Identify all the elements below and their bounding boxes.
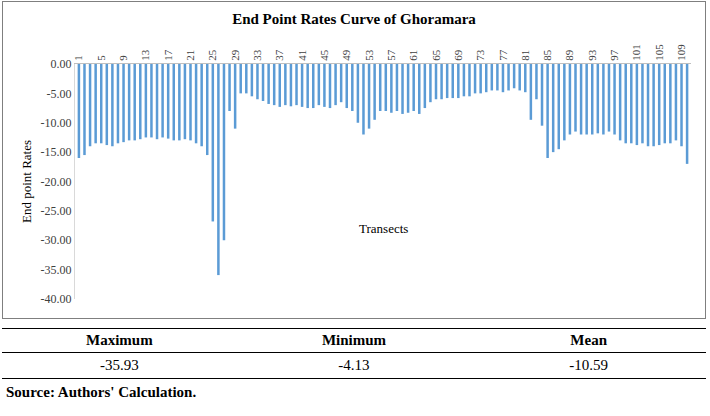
svg-text:End point Rates: End point Rates: [19, 140, 34, 223]
svg-text:End Point Rates Curve of Ghora: End Point Rates Curve of Ghoramara: [232, 11, 476, 27]
svg-text:97: 97: [608, 49, 620, 61]
html-text:Mean: Mean: [570, 332, 607, 348]
svg-text:105: 105: [653, 44, 665, 61]
html-text:Minimum: Minimum: [321, 332, 387, 348]
svg-text:-5.00: -5.00: [47, 87, 72, 101]
svg-text:-35.00: -35.00: [41, 263, 72, 277]
svg-text:-40.00: -40.00: [41, 292, 72, 306]
svg-text:9: 9: [117, 55, 129, 61]
svg-text:101: 101: [630, 44, 642, 61]
svg-text:-30.00: -30.00: [41, 233, 72, 247]
svg-text:81: 81: [519, 50, 531, 61]
svg-text:53: 53: [363, 49, 375, 61]
svg-text:93: 93: [586, 49, 598, 61]
svg-text:89: 89: [563, 49, 575, 61]
svg-text:-15.00: -15.00: [41, 145, 72, 159]
svg-text:25: 25: [206, 49, 218, 61]
svg-text:37: 37: [273, 49, 285, 61]
html-text:-10.59: -10.59: [569, 357, 608, 373]
svg-text:49: 49: [340, 49, 352, 61]
svg-text:69: 69: [452, 49, 464, 61]
svg-text:85: 85: [541, 49, 553, 61]
html-text:-35.93: -35.93: [100, 357, 139, 373]
svg-text:29: 29: [229, 49, 241, 61]
html-text:Source: Authors' Calculation.: Source: Authors' Calculation.: [6, 384, 197, 400]
svg-text:77: 77: [497, 49, 509, 61]
svg-text:33: 33: [251, 49, 263, 61]
svg-text:13: 13: [139, 49, 151, 61]
svg-text:-10.00: -10.00: [41, 116, 72, 130]
html-text:Maximum: Maximum: [86, 332, 153, 348]
svg-text:45: 45: [318, 49, 330, 61]
svg-text:21: 21: [184, 50, 196, 61]
svg-text:-20.00: -20.00: [41, 175, 72, 189]
svg-text:1: 1: [72, 55, 84, 61]
svg-text:17: 17: [162, 49, 174, 61]
svg-text:41: 41: [296, 50, 308, 61]
svg-text:Transects: Transects: [359, 221, 408, 236]
svg-text:109: 109: [675, 44, 687, 61]
svg-text:61: 61: [407, 50, 419, 61]
svg-text:57: 57: [385, 49, 397, 61]
svg-text:0.00: 0.00: [51, 57, 72, 71]
svg-text:5: 5: [95, 55, 107, 61]
svg-text:65: 65: [430, 49, 442, 61]
svg-text:-25.00: -25.00: [41, 204, 72, 218]
svg-text:73: 73: [474, 49, 486, 61]
html-text:-4.13: -4.13: [338, 357, 370, 373]
